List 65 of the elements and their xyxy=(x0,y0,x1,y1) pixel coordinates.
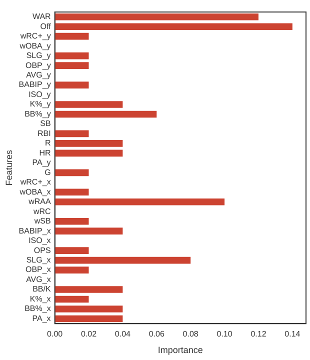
y-tick-label: G xyxy=(44,168,51,177)
x-tick-label: 0.04 xyxy=(114,330,132,339)
y-tick-label: SLG_x xyxy=(26,256,51,265)
y-tick-label: BB%_y xyxy=(24,109,51,118)
y-tick-label: wRC+_y xyxy=(19,32,51,41)
bar xyxy=(54,306,123,312)
bar xyxy=(54,266,89,274)
y-tick-label: wRC xyxy=(32,206,52,216)
bar xyxy=(54,140,123,147)
y-tick-label: BB%_x xyxy=(24,304,51,314)
y-tick-label: HR xyxy=(39,148,52,158)
y-tick-label: K%_y xyxy=(30,100,51,109)
bar xyxy=(54,198,225,206)
y-tick-label: RBI xyxy=(37,128,51,138)
y-tick-label: K%_x xyxy=(30,294,51,304)
bar xyxy=(54,62,89,69)
bar xyxy=(54,110,157,118)
y-tick-label: BABIP_x xyxy=(18,226,51,236)
y-tick-label: wRC+_x xyxy=(19,178,51,187)
y-tick-label: SB xyxy=(40,119,51,128)
y-tick-label: OBP_y xyxy=(25,60,51,70)
bar xyxy=(54,130,89,138)
bar xyxy=(54,218,89,225)
y-tick-label: BABIP_y xyxy=(18,80,51,90)
y-tick-label: PA_x xyxy=(32,314,51,323)
y-tick-label: wOBA_x xyxy=(18,187,51,196)
bar xyxy=(54,188,89,196)
bar xyxy=(54,296,89,303)
y-tick-label: PA_y xyxy=(32,158,51,168)
x-tick-label: 0.14 xyxy=(284,330,301,339)
bar xyxy=(54,101,123,108)
y-tick-label: R xyxy=(45,138,52,148)
bar xyxy=(54,52,89,60)
x-tick-label: 0.02 xyxy=(80,330,98,339)
y-tick-label: WAR xyxy=(32,12,52,22)
y-tick-label: OBP_x xyxy=(25,265,51,274)
x-tick-label: 0.10 xyxy=(216,330,233,339)
x-tick-label: 0.08 xyxy=(182,330,199,339)
y-tick-label: SLG_y xyxy=(26,51,51,60)
bar xyxy=(54,82,89,88)
bar xyxy=(54,286,123,293)
bar xyxy=(54,32,89,40)
bar xyxy=(54,23,292,30)
bar xyxy=(54,315,123,322)
bar xyxy=(54,228,123,234)
y-tick-label: Off xyxy=(40,22,52,31)
y-tick-label: wOBA_y xyxy=(18,41,51,50)
y-tick-label: ISO_x xyxy=(28,236,51,246)
x-tick-label: 0.00 xyxy=(47,330,64,339)
y-tick-label: AVG_y xyxy=(26,70,51,80)
x-axis-title: Importance xyxy=(158,345,203,356)
x-tick-label: 0.12 xyxy=(250,330,267,339)
bar xyxy=(54,169,89,176)
y-tick-label: wRAA xyxy=(28,197,52,206)
bar xyxy=(54,13,258,20)
bar xyxy=(54,150,123,157)
y-tick-label: AVG_x xyxy=(26,274,51,284)
y-tick-label: BB/K xyxy=(32,284,52,294)
y-tick-label: OPS xyxy=(34,246,51,255)
y-tick-label: wSB xyxy=(33,216,51,226)
bar xyxy=(54,256,191,264)
y-tick-label: ISO_y xyxy=(28,90,51,99)
bar xyxy=(54,247,89,254)
y-axis-title: Features xyxy=(4,150,14,186)
x-tick-label: 0.06 xyxy=(148,330,165,339)
